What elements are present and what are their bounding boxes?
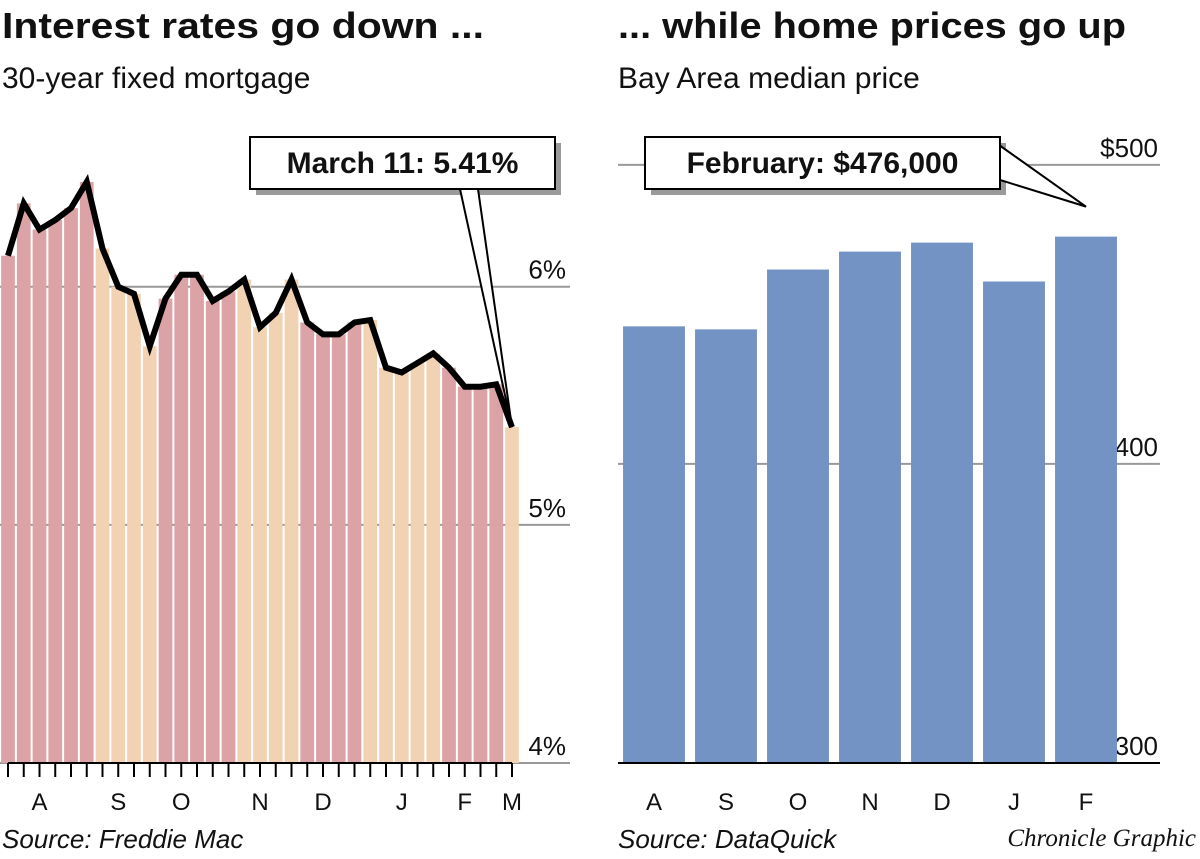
credit: Chronicle Graphic xyxy=(1007,825,1196,852)
y-tick-label: 5% xyxy=(528,493,566,523)
bar xyxy=(363,320,378,763)
bar xyxy=(142,346,157,763)
bar xyxy=(347,322,362,763)
x-tick-label: J xyxy=(396,789,408,816)
bar xyxy=(205,300,220,763)
x-tick-label: J xyxy=(1008,789,1020,816)
bar xyxy=(983,281,1045,763)
chart-subtitle: Bay Area median price xyxy=(618,62,920,95)
bar xyxy=(300,322,315,763)
bar xyxy=(410,362,425,763)
annotation-pointer xyxy=(990,137,1087,208)
line xyxy=(5,174,515,429)
source: Source: DataQuick xyxy=(618,824,838,854)
bar xyxy=(839,251,901,763)
x-tick-label: F xyxy=(457,789,472,816)
bar xyxy=(95,248,110,764)
bar xyxy=(64,208,78,764)
y-tick-label: 4% xyxy=(528,731,566,761)
source: Source: Freddie Mac xyxy=(2,824,243,854)
y-tick-label: 400 xyxy=(1115,432,1158,462)
annotation: March 11: 5.41% xyxy=(287,147,519,180)
bar xyxy=(284,279,299,763)
x-tick-label: S xyxy=(110,789,126,816)
y-tick-label: 300 xyxy=(1115,731,1158,761)
bar xyxy=(79,181,94,763)
bar xyxy=(316,334,330,763)
x-tick-label: D xyxy=(314,789,331,816)
bar xyxy=(237,279,252,763)
bar xyxy=(268,312,283,763)
bar xyxy=(473,386,488,763)
bar xyxy=(32,229,47,763)
x-tick-label: N xyxy=(861,789,878,816)
bar xyxy=(623,326,685,763)
x-tick-label: D xyxy=(933,789,950,816)
chart-subtitle: 30-year fixed mortgage xyxy=(2,62,311,95)
bar xyxy=(190,274,204,763)
bar xyxy=(695,329,757,763)
y-tick-label: $500 xyxy=(1100,133,1158,163)
bar xyxy=(1,255,15,763)
bar xyxy=(767,269,829,763)
bar xyxy=(111,286,126,763)
bar xyxy=(442,367,456,763)
bar xyxy=(457,386,472,763)
x-tick-label: S xyxy=(718,789,734,816)
bar xyxy=(1055,236,1117,763)
x-tick-label: A xyxy=(646,789,662,816)
bar xyxy=(426,353,441,763)
x-tick-label: O xyxy=(172,789,191,816)
bar xyxy=(253,327,267,763)
bar xyxy=(331,334,346,763)
bar xyxy=(48,220,63,763)
bar xyxy=(174,274,189,763)
bar xyxy=(489,384,504,763)
bar xyxy=(505,427,519,763)
annotation-box xyxy=(249,136,556,190)
x-tick-label: M xyxy=(502,789,522,816)
chart-title: Interest rates go down ... xyxy=(2,5,484,46)
annotation-box xyxy=(644,136,1001,190)
bar xyxy=(221,291,236,763)
bar xyxy=(127,293,141,763)
y-tick-label: 6% xyxy=(528,255,566,285)
bar xyxy=(911,242,973,764)
bar xyxy=(379,367,393,763)
bar xyxy=(158,298,173,763)
x-tick-label: A xyxy=(31,789,47,816)
x-tick-label: O xyxy=(789,789,808,816)
chart-title: ... while home prices go up xyxy=(618,5,1126,46)
bar xyxy=(16,203,31,763)
x-tick-label: F xyxy=(1079,789,1094,816)
x-tick-label: N xyxy=(251,789,268,816)
annotation: February: $476,000 xyxy=(687,147,959,180)
bar xyxy=(394,372,409,763)
